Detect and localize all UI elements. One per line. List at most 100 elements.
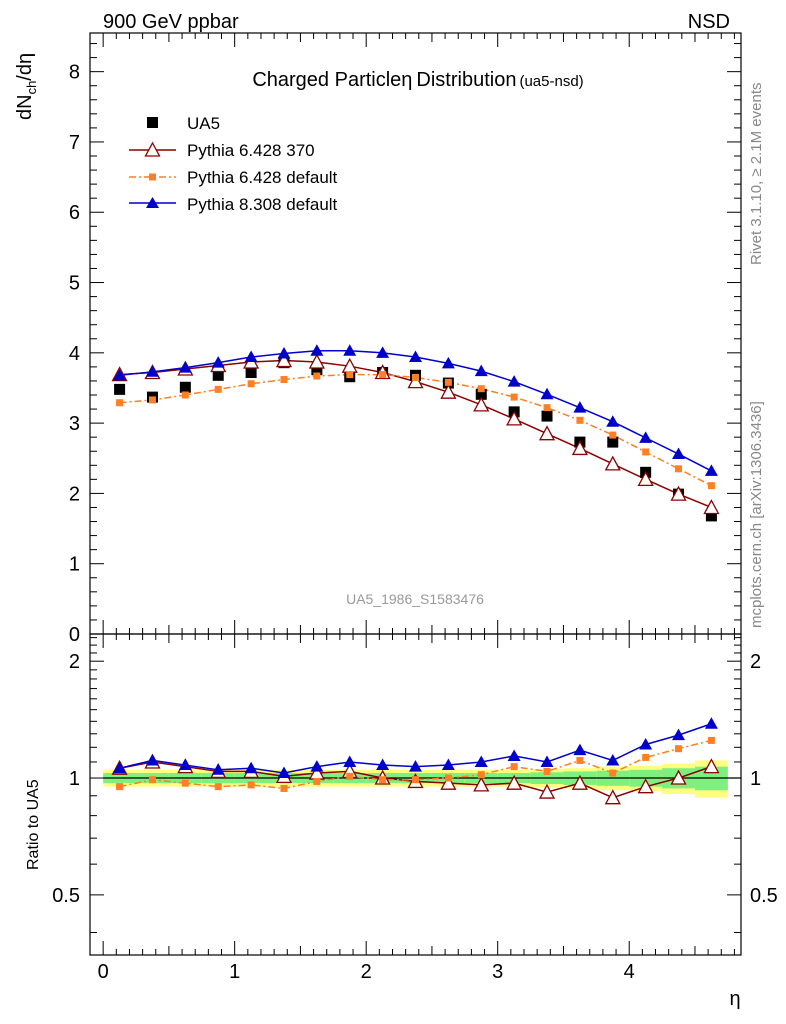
main-marker-p6_def xyxy=(444,378,452,386)
chart-title-rest: Distribution xyxy=(416,69,516,91)
legend-marker-pythia6-default xyxy=(149,173,156,181)
main-marker-p8_def xyxy=(343,344,357,356)
main-marker-p8_def xyxy=(474,364,488,377)
main-y-axis-label: dNch/dη xyxy=(14,53,39,120)
ratio-marker-p6_370 xyxy=(440,774,457,790)
main-y-tick-label: 0 xyxy=(69,624,80,646)
main-marker-p6_370 xyxy=(571,440,588,456)
ratio-marker-p8_def xyxy=(540,755,554,767)
ratio-marker-p6_370 xyxy=(703,758,720,774)
main-marker-p8_def xyxy=(310,344,324,356)
main-y-tick-label: 3 xyxy=(69,413,80,435)
main-y-tick-label: 5 xyxy=(69,273,80,295)
main-marker-p8_def xyxy=(113,368,127,381)
main-marker-p8_def xyxy=(672,447,686,460)
ratio-marker-p6_def xyxy=(675,745,683,753)
main-marker-ua5 xyxy=(705,510,717,522)
legend-label-pythia6-370: Pythia 6.428 370 xyxy=(187,141,315,160)
ratio-marker-p8_def xyxy=(178,758,192,771)
ratio-marker-p6_def xyxy=(280,784,288,792)
main-marker-ua5 xyxy=(179,381,191,393)
main-marker-p8_def xyxy=(441,356,455,369)
main-line-p8_def xyxy=(119,349,712,472)
main-marker-ua5 xyxy=(475,388,487,400)
ratio-marker-p6_370 xyxy=(637,778,654,794)
ratio-marker-p6_def xyxy=(412,776,419,784)
main-panel: 0 1 2 3 4 5 6 7 8 Charged Particleη Distribution(… xyxy=(14,32,742,646)
main-marker-p6_def xyxy=(609,431,617,439)
main-marker-p8_def xyxy=(211,356,225,368)
ratio-marker-p6_def xyxy=(247,781,255,789)
ratio-marker-p6_def xyxy=(116,783,124,791)
main-marker-p6_def xyxy=(148,396,156,404)
main-marker-p6_370 xyxy=(670,485,687,501)
ratio-marker-p8_def xyxy=(145,753,159,766)
legend-entry-ua5: UA5 xyxy=(147,114,220,133)
ratio-marker-p6_def xyxy=(379,776,387,784)
main-marker-p8_def xyxy=(277,347,291,359)
main-marker-p6_def xyxy=(247,380,255,388)
y-label-sub: ch xyxy=(24,81,39,95)
x-tick-label: 1 xyxy=(229,961,240,983)
ratio-marker-p6_def xyxy=(707,736,715,744)
y-label-tail: /dη xyxy=(14,53,36,81)
main-marker-p6_370 xyxy=(440,383,457,399)
ratio-marker-p6_def xyxy=(576,756,584,764)
main-marker-ua5 xyxy=(114,383,126,395)
ratio-marker-p6_370 xyxy=(604,789,621,805)
main-marker-p6_370 xyxy=(538,425,556,441)
main-marker-p8_def xyxy=(145,365,159,377)
x-tick-label: 0 xyxy=(98,961,109,983)
ratio-marker-p8_def xyxy=(573,743,587,756)
legend-marker-ua5 xyxy=(147,117,158,128)
main-y-tick-label: 1 xyxy=(69,554,80,576)
x-tick-label: 2 xyxy=(361,961,372,983)
ratio-marker-p6_def xyxy=(444,774,452,782)
main-marker-ua5 xyxy=(212,369,224,381)
main-y-tick-label: 2 xyxy=(69,483,80,505)
main-y-tick-label: 7 xyxy=(69,132,80,154)
main-marker-p8_def xyxy=(573,401,587,413)
main-y-tick-label: 8 xyxy=(69,62,80,84)
main-marker-p6_def xyxy=(642,448,650,456)
legend-marker-pythia8-default xyxy=(146,197,159,208)
legend-entry-pythia6-370: Pythia 6.428 370 xyxy=(129,141,315,160)
ratio-marker-p6_370 xyxy=(670,769,687,785)
legend-marker-pythia6-370 xyxy=(144,141,161,157)
main-marker-p6_def xyxy=(576,416,584,424)
main-marker-ua5 xyxy=(541,410,553,422)
chart-title: Charged Particleη Distribution (ua5-nsd) xyxy=(252,69,583,91)
ratio-marker-p8_def xyxy=(409,760,422,772)
main-axis-ticks: 0 1 2 3 4 5 6 7 8 xyxy=(69,33,741,646)
main-marker-p8_def xyxy=(376,346,390,358)
ratio-marker-p6_def xyxy=(543,767,551,775)
ratio-marker-p6_def xyxy=(609,769,617,777)
ratio-marker-p8_def xyxy=(310,760,324,772)
main-marker-p6_def xyxy=(379,371,387,379)
main-marker-p6_def xyxy=(280,376,288,384)
ratio-y-tick-label-right: 2 xyxy=(750,651,761,673)
main-marker-p6_def xyxy=(707,482,715,490)
x-tick-label: 4 xyxy=(624,961,635,983)
ratio-marker-p8_def xyxy=(113,761,127,774)
ratio-marker-p6_370 xyxy=(571,774,588,790)
main-marker-ua5 xyxy=(245,367,257,379)
main-marker-p6_370 xyxy=(308,353,325,369)
ratio-marker-p6_def xyxy=(346,772,354,780)
main-marker-p6_370 xyxy=(275,352,293,368)
analysis-label: UA5_1986_S1583476 xyxy=(346,591,484,607)
ratio-y-tick-label: 2 xyxy=(69,651,80,673)
ratio-marker-p6_def xyxy=(148,776,156,784)
main-marker-p6_def xyxy=(543,404,551,412)
rivet-version-label: Rivet 3.1.10, ≥ 2.1M events xyxy=(748,83,765,266)
y-label-main: dN xyxy=(14,94,36,120)
ratio-y-tick-label-right: 1 xyxy=(750,768,761,790)
main-marker-p6_370 xyxy=(637,470,654,487)
ratio-y-tick-label: 0.5 xyxy=(52,885,80,907)
ratio-marker-p8_def xyxy=(376,758,390,771)
ratio-marker-p8_def xyxy=(704,717,718,729)
main-marker-p8_def xyxy=(639,431,653,443)
ratio-marker-p6_370 xyxy=(538,783,556,799)
main-marker-p6_370 xyxy=(473,396,490,412)
main-marker-p6_370 xyxy=(407,373,424,389)
